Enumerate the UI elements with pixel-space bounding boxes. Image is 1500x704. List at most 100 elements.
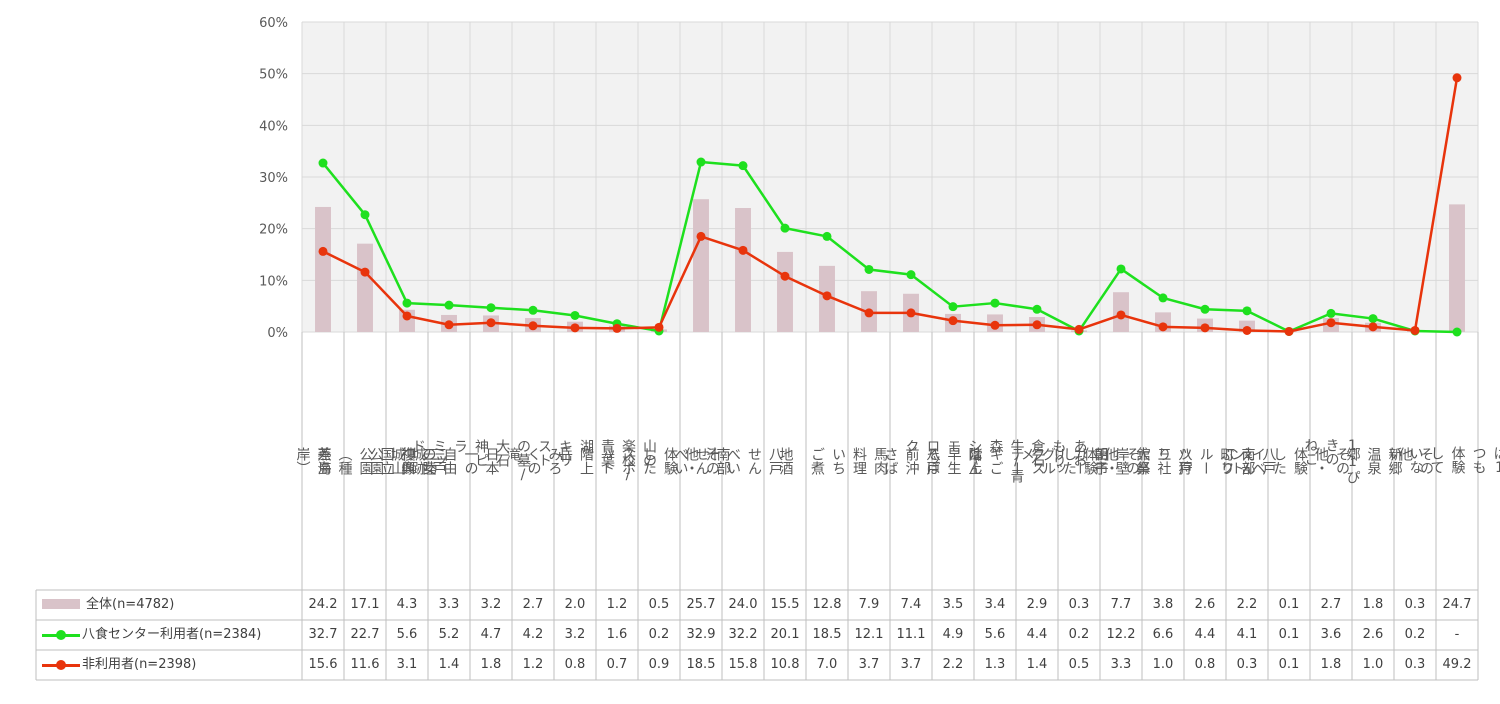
data-point [570, 310, 580, 320]
table-cell: 18.5 [812, 627, 842, 642]
legend-label: 八食センター利用者(n=2384) [82, 627, 262, 642]
data-point [780, 271, 790, 281]
category-label: 三戸 城跡 城山 公園 [368, 447, 447, 475]
data-point [1284, 326, 1294, 336]
table-cell: 6.6 [1152, 627, 1174, 642]
data-point [1368, 314, 1378, 324]
data-point [1116, 310, 1126, 320]
table-cell: 4.4 [1194, 627, 1216, 642]
legend-bar-swatch [42, 599, 80, 609]
category-label: 11ぴ きの ねこ [1302, 438, 1361, 484]
table-cell: 24.2 [308, 597, 338, 612]
table-cell: 3.4 [984, 597, 1006, 612]
legend-label: 全体(n=4782) [86, 597, 175, 612]
data-point [696, 157, 706, 167]
series-line [322, 160, 1458, 334]
data-point [780, 223, 790, 233]
table-cell: 22.7 [350, 627, 380, 642]
category-label: その 他・ 体験 した スポ ット [599, 447, 720, 475]
category-label: 山の 楽校/ 青葉 湖 [578, 439, 657, 483]
data-point [1158, 322, 1168, 332]
data-point [444, 320, 454, 330]
data-point [402, 311, 412, 321]
category-label: 八戸 せん べい 汁 [704, 447, 783, 475]
data-point [864, 308, 874, 318]
category-label: 八戸 前沖 さば [882, 447, 941, 475]
category-label: 舘鼻 岸壁 朝市 [1092, 447, 1151, 475]
data-point [822, 231, 832, 241]
legend-marker [56, 630, 66, 640]
table-cell: 0.9 [648, 657, 670, 672]
category-label: 三陸 復興 国立 公園 （種 差海 岸） [294, 447, 437, 475]
data-point [948, 316, 958, 326]
bar [693, 199, 709, 332]
data-point [906, 270, 916, 280]
table-cell: 3.3 [438, 597, 460, 612]
data-point [738, 245, 748, 255]
table-cell: 3.2 [564, 627, 586, 642]
table-cell: 32.7 [308, 627, 338, 642]
series-line [322, 77, 1459, 333]
y-tick-label: 30% [259, 171, 288, 186]
table-cell: 12.2 [1106, 627, 1136, 642]
category-label: その 他 [1397, 447, 1434, 475]
category-label: その 他・ 体験 した グル メ [1019, 447, 1140, 475]
table-cell: 7.9 [858, 597, 880, 612]
category-label: 南部 町フ ルー ツ狩 り [1155, 447, 1256, 475]
table-cell: 2.7 [522, 597, 544, 612]
table-cell: 0.3 [1236, 657, 1258, 672]
table-cell: 1.6 [606, 627, 628, 642]
legend-line-swatch [42, 660, 80, 670]
y-tick-label: 20% [259, 223, 288, 238]
table-cell: 2.2 [1236, 597, 1258, 612]
table-cell: 0.1 [1278, 627, 1300, 642]
data-point [906, 308, 916, 318]
table-cell: 0.1 [1278, 657, 1300, 672]
category-label: 馬肉 料理 [851, 447, 888, 475]
table-cell: 2.6 [1362, 627, 1384, 642]
category-label: 上記 は1 つも 体験 して いな い [1386, 446, 1500, 476]
data-point [1200, 323, 1210, 333]
table-cell: 12.1 [854, 627, 884, 642]
table-cell: 1.4 [438, 657, 460, 672]
table-cell: 7.7 [1110, 597, 1132, 612]
table-cell: 1.8 [480, 657, 502, 672]
table-cell: 5.6 [984, 627, 1006, 642]
data-point [1326, 318, 1336, 328]
table-cell: 0.2 [1068, 627, 1090, 642]
category-label: 田子 ガー リッ クス テー キご はん [966, 447, 1109, 475]
table-cell: 2.0 [564, 597, 586, 612]
table-cell: 32.2 [728, 627, 758, 642]
table-cell: 24.0 [728, 597, 758, 612]
bar [777, 251, 793, 332]
data-point [570, 323, 580, 333]
category-label: 階上 岳 [557, 447, 594, 475]
table-cell: 2.9 [1026, 597, 1048, 612]
bar [315, 206, 331, 332]
category-label: 八戸 三社 大祭 [1134, 447, 1193, 475]
table-cell: 15.6 [308, 657, 338, 672]
y-axis-ticks: 0% 10% 20% 30% 40% 50% 60% [259, 16, 288, 341]
data-point [528, 321, 538, 331]
table-cell: 4.1 [1236, 627, 1258, 642]
data-point [528, 305, 538, 315]
table-cell: 11.6 [350, 657, 380, 672]
table-cell: 49.2 [1442, 657, 1472, 672]
table-cell: 0.8 [1194, 657, 1216, 672]
y-tick-label: 10% [259, 274, 288, 289]
category-label: 南部 せん べい [672, 447, 731, 475]
table-cell: 0.8 [564, 657, 586, 672]
table-cell: 24.7 [1442, 597, 1472, 612]
data-point [1326, 308, 1336, 318]
table-cell: 12.8 [812, 597, 842, 612]
category-label: 燕島 [315, 447, 332, 475]
table-cell: 11.1 [896, 627, 926, 642]
table-cell: 4.9 [942, 627, 964, 642]
category-label: 新郷 温泉 郷 [1344, 447, 1403, 475]
data-point [948, 302, 958, 312]
data-point [654, 322, 664, 332]
bar [1449, 204, 1465, 332]
data-point [318, 158, 328, 168]
table-cell: 7.0 [816, 657, 838, 672]
